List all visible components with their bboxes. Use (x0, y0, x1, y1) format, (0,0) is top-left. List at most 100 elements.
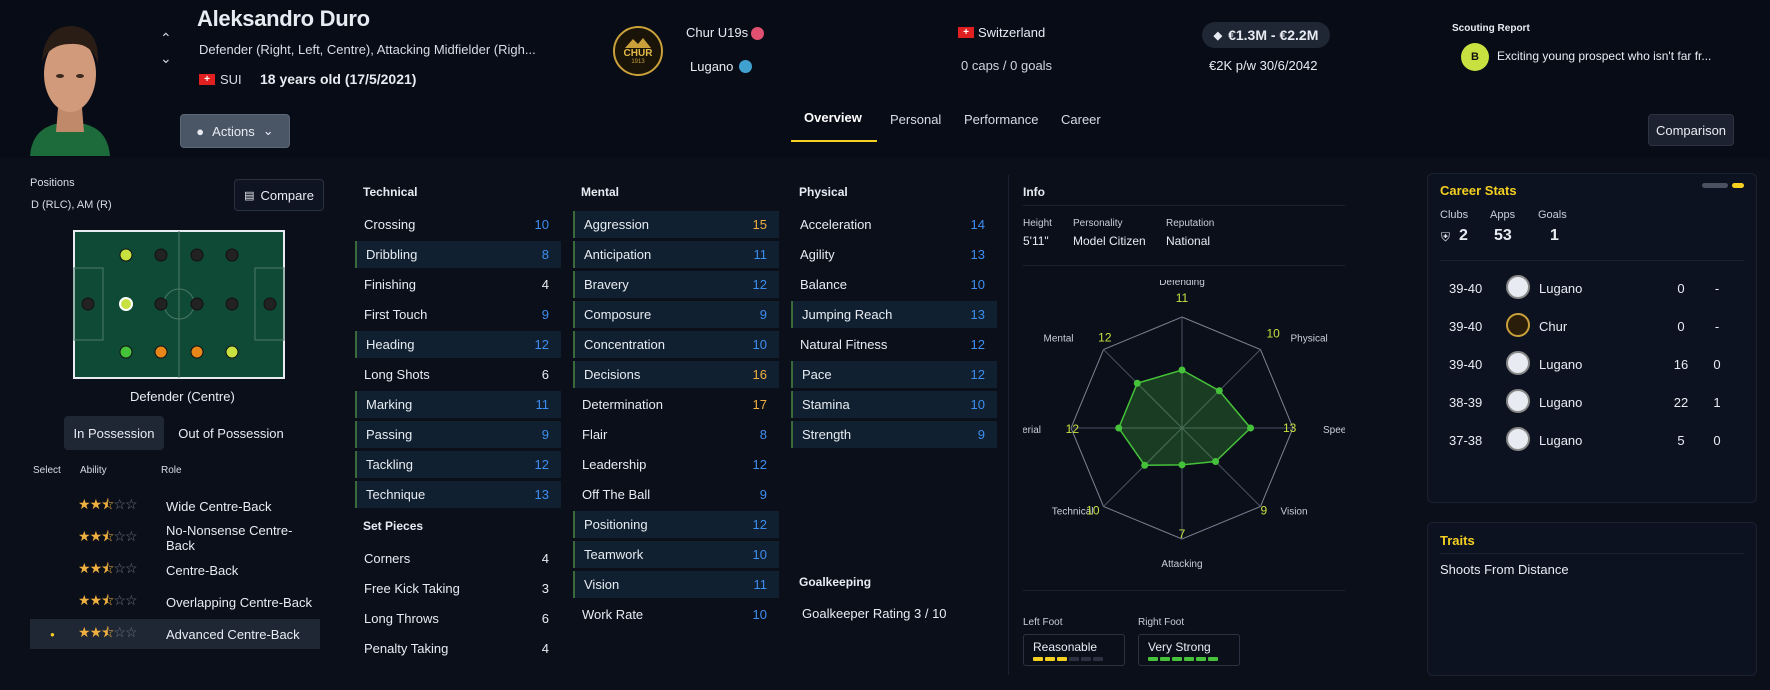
attribute-row[interactable]: Teamwork 10 (573, 541, 779, 568)
pitch-position-dot[interactable] (119, 345, 133, 359)
attribute-row[interactable]: Natural Fitness 12 (791, 331, 997, 358)
role-row[interactable]: ★★⯪☆☆ Overlapping Centre-Back (30, 587, 320, 617)
radar-label: Speed (1323, 425, 1345, 436)
trait-item[interactable]: Shoots From Distance (1440, 562, 1569, 577)
pitch-position-dot[interactable] (154, 345, 168, 359)
career-title: Career Stats (1440, 183, 1517, 198)
wage-contract: €2K p/w 30/6/2042 (1209, 58, 1318, 73)
pager-dot-1[interactable] (1702, 183, 1728, 188)
attribute-name: Decisions (584, 367, 641, 382)
attribute-row[interactable]: Balance 10 (791, 271, 997, 298)
attribute-row[interactable]: Agility 13 (791, 241, 997, 268)
pitch-position-dot[interactable] (154, 297, 168, 311)
career-row[interactable]: 37-38 Lugano 5 0 (1440, 421, 1740, 459)
attribute-row[interactable]: Flair 8 (573, 421, 779, 448)
star-icon: ★ (89, 624, 103, 640)
attribute-row[interactable]: Decisions 16 (573, 361, 779, 388)
attribute-row[interactable]: Determination 17 (573, 391, 779, 418)
attribute-row[interactable]: Aggression 15 (573, 211, 779, 238)
attribute-value: 10 (970, 397, 985, 412)
attribute-row[interactable]: Tackling 12 (355, 451, 561, 478)
attribute-row[interactable]: Finishing 4 (355, 271, 561, 298)
attribute-row[interactable]: Heading 12 (355, 331, 561, 358)
attribute-value: 6 (541, 367, 549, 382)
pitch-position-dot[interactable] (263, 297, 277, 311)
pitch-position-dot[interactable] (225, 248, 239, 262)
chevron-up-icon[interactable]: ⌃ (160, 30, 172, 46)
info-title-rule (1023, 205, 1345, 206)
person-icon: ● (196, 123, 205, 139)
tab-career[interactable]: Career (1061, 112, 1101, 127)
pitch-position-dot[interactable] (119, 248, 133, 262)
role-row[interactable]: ● ★★⯪☆☆ Advanced Centre-Back (30, 619, 320, 649)
attribute-row[interactable]: Strength 9 (791, 421, 997, 448)
col-role: Role (161, 465, 182, 476)
pitch-position-dot[interactable] (154, 248, 168, 262)
tab-overview[interactable]: Overview (804, 110, 862, 125)
club-badge[interactable]: CHUR 1913 (613, 26, 663, 76)
comparison-button[interactable]: Comparison (1648, 114, 1734, 146)
attribute-row[interactable]: Jumping Reach 13 (791, 301, 997, 328)
pitch-position-dot[interactable] (190, 248, 204, 262)
out-possession-tab[interactable]: Out of Possession (178, 425, 284, 441)
attribute-row[interactable]: Passing 9 (355, 421, 561, 448)
attribute-row[interactable]: Bravery 12 (573, 271, 779, 298)
attribute-row[interactable]: Acceleration 14 (791, 211, 997, 238)
attribute-row[interactable]: Anticipation 11 (573, 241, 779, 268)
role-row[interactable]: ★★⯪☆☆ Centre-Back (30, 555, 320, 585)
actions-button[interactable]: ● Actions ⌄ (180, 114, 290, 148)
attribute-row[interactable]: Dribbling 8 (355, 241, 561, 268)
club-u19-link[interactable]: Chur U19s (686, 25, 749, 40)
career-row[interactable]: 39-40 Chur 0 - (1440, 307, 1740, 345)
attribute-name: Anticipation (584, 247, 652, 262)
foot-level-bar (1208, 657, 1218, 661)
position-pitch[interactable] (73, 230, 285, 379)
attribute-row[interactable]: Crossing 10 (355, 211, 561, 238)
attribute-row[interactable]: Long Shots 6 (355, 361, 561, 388)
club-loan-link[interactable]: Lugano (690, 59, 734, 74)
in-possession-tab[interactable]: In Possession (64, 416, 164, 450)
pager-dot-2[interactable] (1732, 183, 1744, 188)
pitch-position-dot[interactable] (190, 297, 204, 311)
attribute-row[interactable]: Off The Ball 9 (573, 481, 779, 508)
attribute-row[interactable]: Work Rate 10 (573, 601, 779, 628)
pitch-position-dot[interactable] (225, 345, 239, 359)
attribute-name: First Touch (364, 307, 428, 322)
radar-value: 12 (1098, 331, 1112, 345)
foot-level-bar (1196, 657, 1206, 661)
attribute-row[interactable]: Positioning 12 (573, 511, 779, 538)
attribute-row[interactable]: Long Throws 6 (355, 605, 561, 632)
attribute-row[interactable]: Free Kick Taking 3 (355, 575, 561, 602)
attribute-row[interactable]: Technique 13 (355, 481, 561, 508)
pitch-position-dot[interactable] (190, 345, 204, 359)
scouting-summary[interactable]: Exciting young prospect who isn't far fr… (1497, 49, 1712, 63)
attribute-name: Tackling (366, 457, 413, 472)
pitch-position-dot[interactable] (81, 297, 95, 311)
tab-personal[interactable]: Personal (890, 112, 942, 127)
attribute-row[interactable]: Pace 12 (791, 361, 997, 388)
tab-performance[interactable]: Performance (964, 112, 1039, 127)
career-row[interactable]: 38-39 Lugano 22 1 (1440, 383, 1740, 421)
clubs-label: Clubs (1440, 209, 1469, 221)
attribute-row[interactable]: Vision 11 (573, 571, 779, 598)
attribute-row[interactable]: Stamina 10 (791, 391, 997, 418)
pitch-position-dot[interactable] (225, 297, 239, 311)
role-row[interactable]: ★★⯪☆☆ Wide Centre-Back (30, 491, 320, 521)
star-icon: ⯪ (101, 592, 114, 608)
career-row[interactable]: 39-40 Lugano 0 - (1440, 269, 1740, 307)
attribute-row[interactable]: Marking 11 (355, 391, 561, 418)
chevron-down-icon[interactable]: ⌄ (160, 50, 172, 66)
compare-button[interactable]: ▤ Compare (234, 179, 324, 211)
attribute-row[interactable]: First Touch 9 (355, 301, 561, 328)
attribute-row[interactable]: Composure 9 (573, 301, 779, 328)
attribute-row[interactable]: Corners 4 (355, 545, 561, 572)
career-row[interactable]: 39-40 Lugano 16 0 (1440, 345, 1740, 383)
attribute-row[interactable]: Penalty Taking 4 (355, 635, 561, 662)
pitch-position-dot[interactable] (119, 297, 133, 311)
role-row[interactable]: ★★⯪☆☆ No-Nonsense Centre-Back (30, 523, 320, 553)
attribute-row[interactable]: Concentration 10 (573, 331, 779, 358)
attribute-name: Teamwork (584, 547, 644, 562)
attribute-row[interactable]: Leadership 12 (573, 451, 779, 478)
attribute-name: Flair (582, 427, 608, 442)
nation-name[interactable]: Switzerland (978, 25, 1046, 40)
